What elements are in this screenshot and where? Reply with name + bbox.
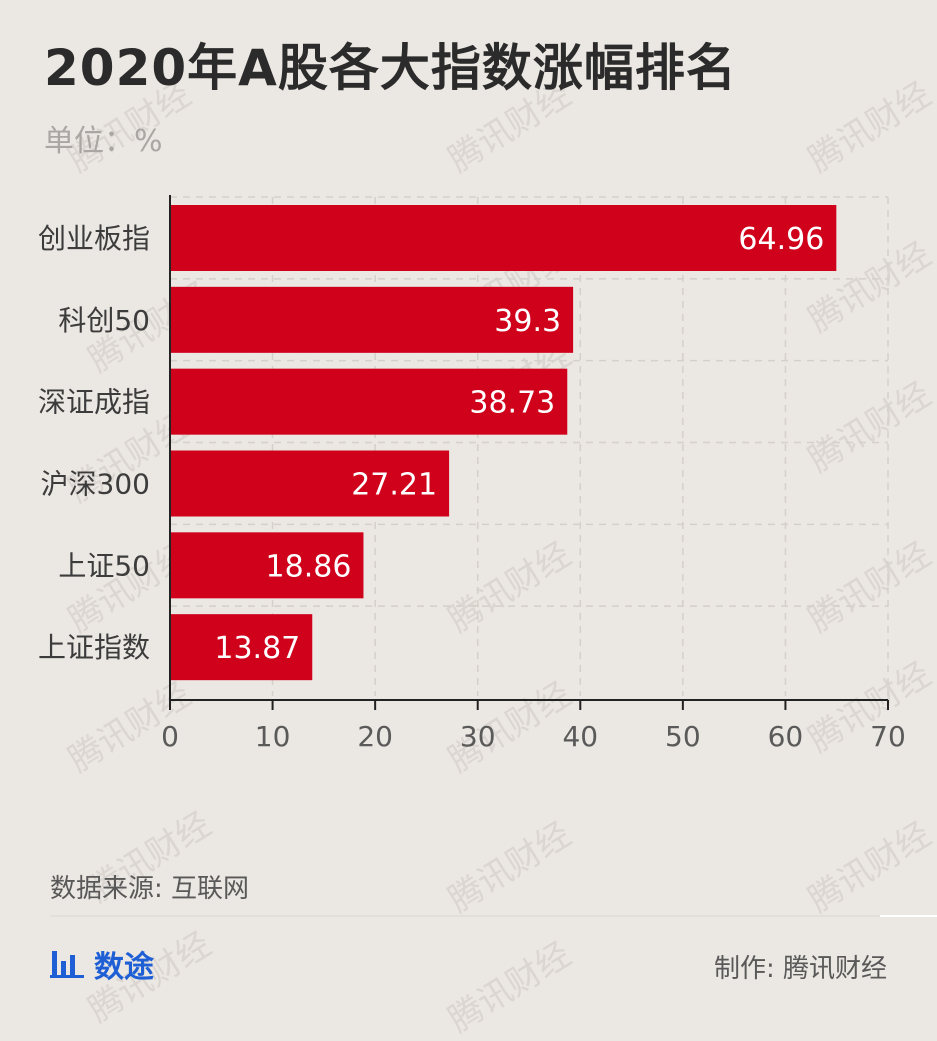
category-label: 创业板指 (38, 222, 150, 255)
unit-label: 单位：% (44, 124, 163, 159)
bar (170, 614, 313, 681)
data-source: 数据来源: 互联网 (50, 874, 250, 904)
category-label: 上证50 (58, 549, 150, 582)
bar-value-label: 27.21 (351, 468, 437, 503)
x-tick-label: 40 (562, 720, 598, 753)
brand-name: 数途 (94, 950, 154, 985)
bar-value-label: 18.86 (266, 549, 352, 584)
x-tick-label: 0 (161, 720, 179, 753)
x-axis: 0 10 20 30 40 50 60 70 (161, 195, 906, 753)
bar (170, 368, 568, 435)
bar-chart-icon (50, 951, 84, 978)
watermark: 腾讯财经 (441, 934, 579, 1041)
x-tick-label: 60 (768, 720, 804, 753)
bar-value-label: 13.87 (214, 631, 300, 666)
footer-divider-accent (880, 915, 937, 917)
x-tick-label: 10 (255, 720, 291, 753)
credit: 制作: 腾讯财经 (713, 954, 887, 984)
category-label: 科创50 (58, 304, 150, 337)
brand-logo: 数途 (50, 942, 154, 986)
bar (170, 205, 837, 271)
bar (170, 450, 450, 517)
bar-value-label: 38.73 (469, 386, 555, 421)
bar (170, 286, 574, 353)
category-label: 上证指数 (38, 631, 150, 664)
grid (170, 196, 889, 696)
bar-chart: 64.96 创业板指 39.3 科创50 38.73 深证成指 27.21 沪深300 18.8… (38, 195, 906, 753)
x-tick-label: 50 (665, 720, 701, 753)
bars: 64.96 创业板指 39.3 科创50 38.73 深证成指 27.21 沪深300 18.8… (38, 205, 837, 681)
category-label: 深证成指 (38, 386, 150, 419)
x-tick-label: 20 (357, 720, 393, 753)
category-label: 沪深300 (41, 468, 150, 501)
watermark: 腾讯财经 (441, 814, 579, 921)
bar-value-label: 64.96 (738, 222, 824, 257)
chart-title: 2020年A股各大指数涨幅排名 (44, 39, 737, 97)
x-tick-label: 70 (870, 720, 906, 753)
x-tick-label: 30 (460, 720, 496, 753)
footer-divider (50, 915, 887, 917)
bar-value-label: 39.3 (494, 304, 561, 339)
bar (170, 532, 364, 599)
watermark: 腾讯财经 (801, 814, 937, 921)
